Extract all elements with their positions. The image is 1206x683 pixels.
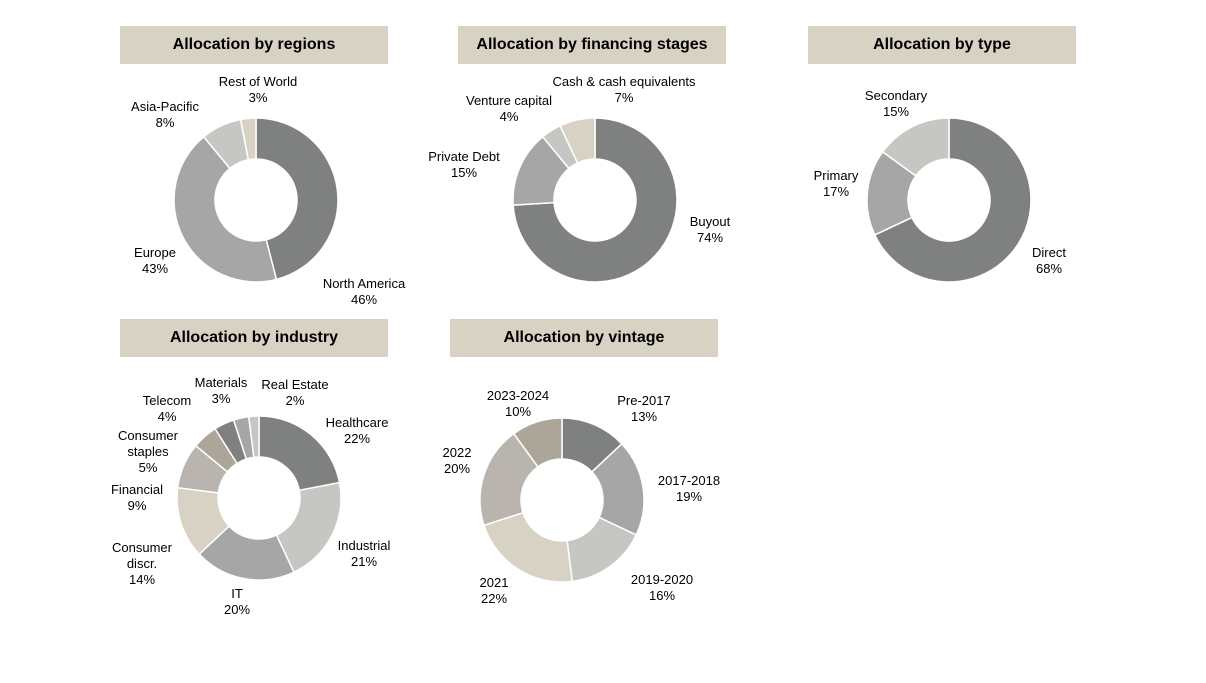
label-rest-of-world: Rest of World 3% <box>218 74 298 105</box>
slice-2021 <box>483 511 574 583</box>
chart-title-type: Allocation by type <box>808 26 1076 64</box>
label-2019-2020: 2019-2020 16% <box>630 572 694 603</box>
chart-title-regions: Allocation by regions <box>120 26 388 64</box>
label-asia-pacific: Asia-Pacific 8% <box>131 99 199 130</box>
slice-north-america <box>255 117 339 281</box>
label-secondary: Secondary 15% <box>864 88 928 119</box>
label-telecom: Telecom 4% <box>142 393 192 424</box>
slice-real-estate <box>247 415 260 459</box>
label-north-america: North America 46% <box>322 276 406 307</box>
label-2022: 2022 20% <box>442 445 472 476</box>
label-consumer-discr: Consumer discr. 14% <box>112 540 172 587</box>
donut-chart-vintage <box>479 417 645 583</box>
label-materials: Materials 3% <box>194 375 248 406</box>
slice-secondary <box>881 117 950 177</box>
label-private-debt: Private Debt 15% <box>428 149 500 180</box>
label-consumer-staples: Consumer staples 5% <box>118 428 178 475</box>
label-venture-capital: Venture capital 4% <box>465 93 552 124</box>
chart-title-industry: Allocation by industry <box>120 319 388 357</box>
label-2021: 2021 22% <box>479 575 509 606</box>
label-real-estate: Real Estate 2% <box>261 377 329 408</box>
donut-chart-type <box>866 117 1032 283</box>
donut-chart-financing-stages <box>512 117 678 283</box>
label-pre-2017: Pre-2017 13% <box>617 393 671 424</box>
label-cash-equivalents: Cash & cash equivalents 7% <box>552 74 696 105</box>
label-industrial: Industrial 21% <box>337 538 391 569</box>
label-2023-2024: 2023-2024 10% <box>486 388 550 419</box>
slice-2023-2024 <box>512 417 563 468</box>
slice-cash-cash-equivalents <box>559 117 596 164</box>
slice-buyout <box>512 117 678 283</box>
label-buyout: Buyout 74% <box>689 214 731 245</box>
slice-rest-of-world <box>239 117 257 161</box>
slice-europe <box>173 135 278 283</box>
label-europe: Europe 43% <box>134 245 176 276</box>
slice-healthcare <box>258 415 341 492</box>
slice-direct <box>873 117 1032 283</box>
label-direct: Direct 68% <box>1032 245 1066 276</box>
donut-chart-regions <box>173 117 339 283</box>
label-2017-2018: 2017-2018 19% <box>657 473 721 504</box>
chart-title-vintage: Allocation by vintage <box>450 319 718 357</box>
label-financial: Financial 9% <box>110 482 164 513</box>
label-healthcare: Healthcare 22% <box>325 415 389 446</box>
label-it: IT 20% <box>223 586 251 617</box>
donut-chart-industry <box>176 415 342 581</box>
chart-title-financing-stages: Allocation by financing stages <box>458 26 726 64</box>
label-primary: Primary 17% <box>813 168 859 199</box>
